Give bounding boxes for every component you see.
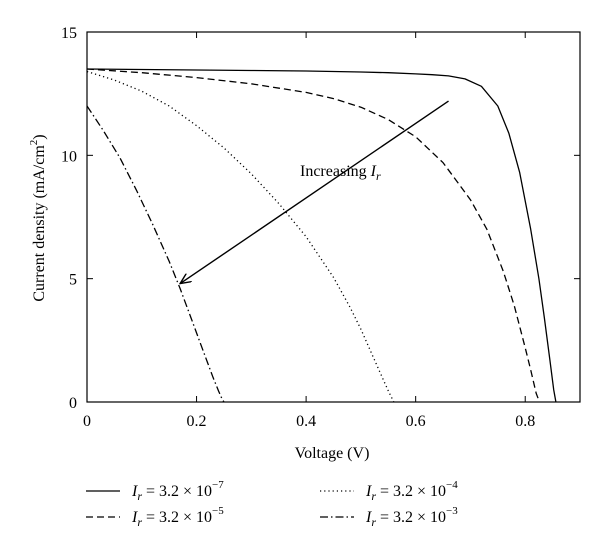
- x-tick-label: 0.4: [296, 413, 316, 430]
- y-axis-label: Current density (mA/cm2): [28, 134, 48, 301]
- y-tick-label: 10: [61, 148, 77, 165]
- legend-label-3: Ir = 3.2 × 10−4: [365, 479, 458, 503]
- increasing-ir-annotation: Increasing Ir: [180, 100, 449, 284]
- plot-frame: [86, 31, 581, 403]
- series-line-2: [86, 68, 541, 403]
- legend-label-1: Ir = 3.2 × 10−7: [131, 479, 224, 503]
- x-axis-label: Voltage (V): [295, 445, 370, 462]
- legend-label-4: Ir = 3.2 × 10−3: [365, 505, 458, 529]
- y-tick-label: 15: [61, 25, 77, 42]
- axis-ticks: 0 0.2 0.4 0.6 0.8 0 5 10 15: [61, 25, 580, 430]
- x-tick-label: 0.6: [406, 413, 426, 430]
- legend-label-2: Ir = 3.2 × 10−5: [131, 505, 224, 529]
- x-tick-label: 0.2: [187, 413, 207, 430]
- x-tick-label: 0: [83, 413, 91, 430]
- legend: Ir = 3.2 × 10−7 Ir = 3.2 × 10−4Ir = 3.2 ×…: [86, 479, 458, 529]
- plot-area: [86, 31, 581, 403]
- x-tick-label: 0.8: [515, 413, 535, 430]
- annotation-text: Increasing Ir: [300, 163, 381, 183]
- series-line-3: [86, 70, 395, 403]
- series-line-1: [86, 68, 557, 403]
- series-line-4: [86, 105, 225, 403]
- series-layer: [86, 68, 557, 403]
- y-tick-label: 0: [69, 395, 77, 412]
- y-tick-label: 5: [69, 272, 77, 289]
- annotation-arrow: [180, 100, 449, 284]
